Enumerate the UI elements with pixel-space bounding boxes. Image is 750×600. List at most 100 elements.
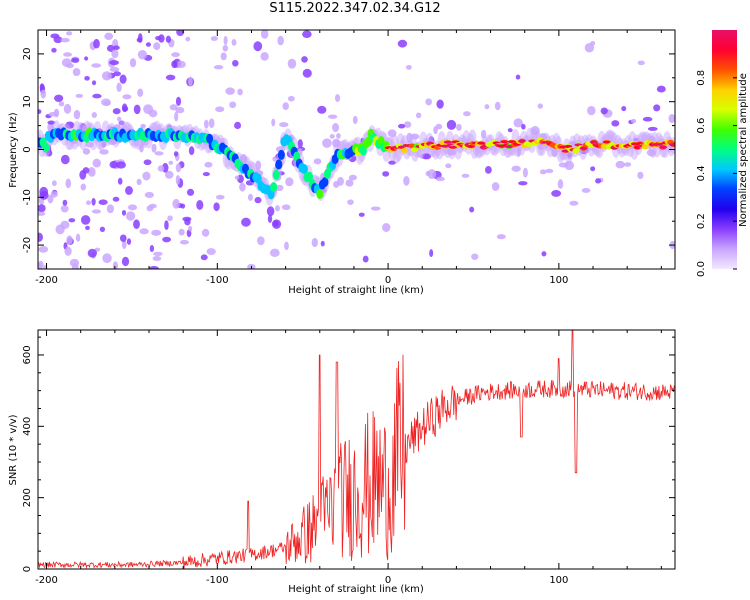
noise-blob <box>196 199 204 210</box>
noise-blob <box>234 175 240 180</box>
noise-blob <box>269 248 280 258</box>
spectrogram-marks <box>38 30 675 269</box>
noise-blob <box>143 159 152 166</box>
noise-blob <box>301 56 308 63</box>
ridge-peak <box>669 143 675 147</box>
noise-blob <box>611 120 620 127</box>
noise-blob <box>80 215 91 225</box>
noise-blob <box>287 58 297 69</box>
noise-blob <box>403 175 410 186</box>
noise-blob <box>65 63 74 69</box>
noise-blob <box>168 160 174 165</box>
x-tick-label: 100 <box>549 275 568 286</box>
noise-blob <box>302 68 312 78</box>
noise-blob <box>71 263 79 269</box>
noise-blob <box>456 123 462 131</box>
noise-blob <box>436 99 444 109</box>
noise-blob <box>239 182 246 192</box>
noise-blob <box>518 181 528 186</box>
noise-blob <box>75 93 84 98</box>
noise-blob <box>145 42 152 47</box>
noise-blob <box>152 256 162 261</box>
noise-blob <box>109 66 120 73</box>
noise-blob <box>213 202 220 212</box>
noise-blob <box>121 239 127 250</box>
noise-blob <box>277 35 284 46</box>
x-tick-label: -200 <box>35 275 58 286</box>
noise-blob <box>82 148 91 155</box>
noise-blob <box>109 160 118 169</box>
ridge-blob <box>364 136 372 147</box>
noise-blob <box>186 188 195 196</box>
noise-blob <box>38 109 42 114</box>
noise-blob <box>51 180 57 187</box>
y-tick-label: 20 <box>22 48 33 61</box>
x-tick-label: -200 <box>35 575 58 586</box>
noise-blob <box>370 206 381 211</box>
noise-blob <box>404 121 412 128</box>
noise-blob <box>84 75 90 81</box>
noise-blob <box>231 38 237 46</box>
noise-blob <box>362 255 369 263</box>
y-tick-label: -20 <box>22 237 33 253</box>
noise-blob <box>175 175 181 185</box>
noise-blob <box>85 200 92 206</box>
noise-blob <box>253 41 263 52</box>
noise-blob <box>175 106 185 114</box>
noise-blob <box>87 167 96 177</box>
noise-blob <box>275 205 280 212</box>
noise-blob <box>515 74 521 80</box>
noise-blob <box>234 121 242 130</box>
noise-blob <box>637 60 645 66</box>
noise-blob <box>119 74 127 84</box>
ridge-blob <box>275 159 283 170</box>
noise-blob <box>348 174 357 181</box>
noise-blob <box>494 101 501 111</box>
noise-blob <box>302 30 312 38</box>
noise-blob <box>429 249 434 257</box>
noise-blob <box>164 220 169 231</box>
noise-blob <box>484 104 490 110</box>
noise-blob <box>66 31 73 36</box>
noise-blob <box>165 170 174 179</box>
colorbar-tick-label: 0.2 <box>696 213 707 229</box>
noise-blob <box>92 158 101 168</box>
noise-blob <box>215 106 225 113</box>
colorbar-axis: 0.0 0.2 0.4 0.6 0.8 <box>696 70 737 277</box>
noise-blob <box>85 225 90 231</box>
noise-blob <box>537 103 543 109</box>
colorbar <box>712 30 737 269</box>
noise-blob <box>203 119 209 129</box>
noise-blob <box>637 171 644 180</box>
noise-blob <box>133 219 140 230</box>
noise-blob <box>91 112 97 118</box>
snr-x-axis: -200 -100 0 100 <box>35 330 662 586</box>
noise-blob <box>313 158 322 165</box>
noise-blob <box>539 169 547 175</box>
noise-blob <box>320 240 325 247</box>
noise-blob <box>116 116 122 122</box>
noise-blob <box>87 248 97 258</box>
noise-blob <box>511 165 521 172</box>
noise-blob <box>185 36 191 42</box>
noise-blob <box>169 104 178 111</box>
noise-blob <box>521 123 526 130</box>
ridge-blob <box>641 144 649 150</box>
noise-blob <box>101 98 111 106</box>
noise-blob <box>116 82 122 93</box>
noise-blob <box>247 193 253 201</box>
noise-blob <box>332 123 340 133</box>
noise-blob <box>254 196 262 204</box>
noise-blob <box>98 199 108 206</box>
noise-blob <box>322 138 332 148</box>
noise-blob <box>624 162 632 167</box>
noise-blob <box>133 104 141 115</box>
noise-blob <box>446 119 457 130</box>
noise-blob <box>327 114 338 119</box>
noise-blob <box>225 87 235 95</box>
noise-blob <box>112 261 119 269</box>
noise-blob <box>427 169 437 180</box>
noise-blob <box>241 217 251 227</box>
